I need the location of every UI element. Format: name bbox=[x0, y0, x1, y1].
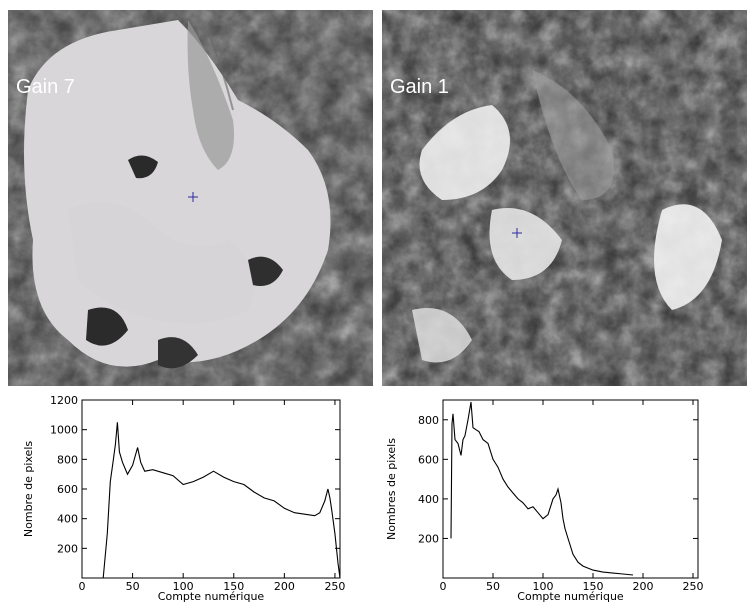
y-tick-label: 200 bbox=[57, 542, 78, 555]
y-tick-label: 800 bbox=[57, 453, 78, 466]
x-axis-label: Compte numérique bbox=[517, 590, 624, 602]
y-tick-label: 800 bbox=[418, 414, 439, 427]
gain-7-image bbox=[8, 10, 373, 386]
satellite-image-gain-1: Gain 1 bbox=[382, 10, 747, 386]
gain-1-image bbox=[382, 10, 747, 386]
panel-label: Gain 7 bbox=[16, 76, 75, 98]
crosshair-marker bbox=[512, 228, 522, 238]
x-tick-label: 200 bbox=[633, 580, 654, 593]
x-axis-label: Compte numérique bbox=[158, 590, 265, 602]
histogram-gain-7: 0 50 100 150 200 250 200 400 600 800 1000 1200 Compt… bbox=[20, 392, 350, 607]
x-tick-label: 50 bbox=[486, 580, 500, 593]
series-line bbox=[102, 422, 341, 579]
histogram-chart: 0 50 100 150 200 250 200 400 600 800 1000 1200 Compt… bbox=[22, 394, 345, 603]
y-axis-label: Nombres de pixels bbox=[385, 438, 398, 540]
y-tick-label: 1200 bbox=[50, 394, 78, 407]
y-tick-label: 400 bbox=[57, 513, 78, 526]
x-tick-label: 250 bbox=[324, 580, 345, 593]
satellite-image-gain-7: Gain 7 bbox=[8, 10, 373, 386]
x-tick-label: 0 bbox=[440, 580, 447, 593]
x-tick-label: 50 bbox=[126, 580, 140, 593]
x-tick-label: 0 bbox=[79, 580, 86, 593]
x-tick-label: 150 bbox=[583, 580, 604, 593]
y-axis-label: Nombre de pixels bbox=[22, 441, 35, 537]
y-tick-label: 600 bbox=[418, 453, 439, 466]
y-tick-label: 600 bbox=[57, 483, 78, 496]
histogram-chart: 0 50 100 150 200 250 200 400 600 800 Compte numéri… bbox=[385, 399, 704, 603]
x-tick-label: 100 bbox=[173, 580, 194, 593]
histogram-gain-1: 0 50 100 150 200 250 200 400 600 800 Compte numéri… bbox=[383, 392, 718, 607]
x-tick-label: 150 bbox=[223, 580, 244, 593]
plot-frame bbox=[442, 399, 699, 579]
panel-label: Gain 1 bbox=[390, 76, 449, 98]
y-tick-label: 1000 bbox=[50, 424, 78, 437]
x-tick-label: 200 bbox=[274, 580, 295, 593]
x-tick-label: 250 bbox=[683, 580, 704, 593]
x-tick-label: 100 bbox=[533, 580, 554, 593]
series-line bbox=[450, 401, 634, 576]
plot-frame bbox=[81, 399, 341, 579]
y-tick-label: 400 bbox=[418, 493, 439, 506]
crosshair-marker bbox=[188, 192, 198, 202]
y-tick-label: 200 bbox=[418, 532, 439, 545]
